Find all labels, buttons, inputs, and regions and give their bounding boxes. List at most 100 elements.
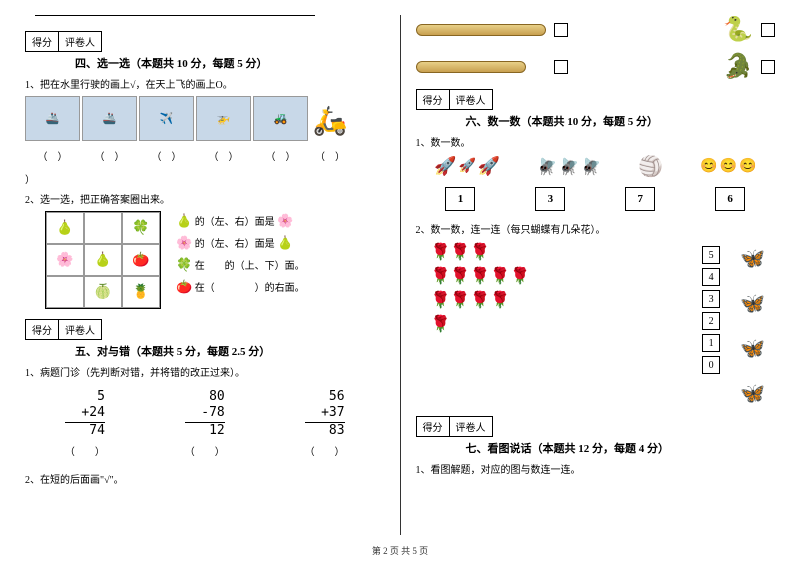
num-box[interactable]: 7 [625, 187, 655, 211]
num-box[interactable]: 6 [715, 187, 745, 211]
grader-label: 评卷人 [59, 31, 102, 52]
heli-image: 🚁 [196, 96, 251, 141]
sec5-q1-text: 1、病题门诊（先判断对错，并将错的改正过来）。 [25, 364, 385, 379]
pear-icon: 🍐 [176, 213, 192, 228]
plane-icon: ✈️ [160, 112, 174, 125]
grid-cell [84, 212, 122, 244]
math-paren[interactable]: （ ） [185, 445, 225, 461]
q2-line1: 🍐 的（左、右）面是 🌸 [176, 211, 305, 233]
scooter-icon: 🛵 [313, 104, 348, 138]
score-box-sec6: 得分 评卷人 [416, 89, 776, 110]
smile-icon: 😊 [739, 158, 756, 175]
rocket-group: 🚀 🚀 🚀 [434, 156, 500, 177]
top-rule-line [35, 15, 315, 16]
rod-row-2: 🐊 [416, 52, 776, 81]
score-label: 得分 [25, 31, 59, 52]
section7-title: 七、看图说话（本题共 12 分，每题 4 分） [466, 440, 776, 456]
ball-group: 🏐 [638, 154, 663, 179]
grid-cell: 🍈 [84, 276, 122, 308]
scooter-image: 🛵 [310, 96, 350, 146]
num-box[interactable]: 1 [445, 187, 475, 211]
paren-cell[interactable]: （ ） [310, 148, 350, 163]
math-problem-1: 5 +24 74 （ ） [65, 389, 105, 461]
flower-icon: 🌸 [277, 213, 293, 228]
left-column: 得分 评卷人 四、选一选（本题共 10 分，每题 5 分） 1、把在水里行驶的画… [25, 15, 385, 535]
butterfly-icon: 🦋 [740, 336, 765, 361]
stack-box[interactable]: 2 [702, 312, 720, 330]
flower-group-4: 🌹🌹🌹🌹 [431, 294, 511, 308]
math-paren[interactable]: （ ） [305, 445, 345, 461]
sec4-q2-lines: 🍐 的（左、右）面是 🌸 🌸 的（左、右）面是 🍐 🍀 在 的（上、下）面。 🍅… [176, 211, 305, 299]
paren-cell[interactable]: （ ） [196, 148, 251, 163]
math-a: 5 [65, 389, 105, 405]
q2-line2: 🌸 的（左、右）面是 🍐 [176, 233, 305, 255]
score-box-sec7: 得分 评卷人 [416, 416, 776, 437]
rose-icon: 🌹 [490, 292, 510, 309]
flower-icon: 🌸 [56, 252, 73, 269]
rose-icon: 🌹 [470, 268, 490, 285]
fly-icon: 🪰 [559, 157, 579, 177]
ship-icon: 🚢 [46, 112, 60, 125]
stack-box[interactable]: 5 [702, 246, 720, 264]
grid-cell: 🍅 [122, 244, 160, 276]
rose-icon: 🌹 [450, 244, 470, 261]
stack-box[interactable]: 3 [702, 290, 720, 308]
num-box[interactable]: 3 [535, 187, 565, 211]
rose-icon: 🌹 [431, 268, 451, 285]
math-b: +37 [305, 405, 345, 423]
stack-box[interactable]: 0 [702, 356, 720, 374]
flower-group-5: 🌹🌹🌹🌹🌹 [431, 270, 531, 284]
math-paren[interactable]: （ ） [65, 445, 105, 461]
ship-image: 🚢 [25, 96, 80, 141]
math-r: 12 [185, 423, 225, 439]
pear-icon: 🍐 [277, 235, 293, 250]
rocket-icon: 🚀 [434, 156, 456, 177]
section5-title: 五、对与错（本题共 5 分，每题 2.5 分） [75, 343, 385, 359]
grader-label: 评卷人 [59, 319, 102, 340]
math-a: 56 [305, 389, 345, 405]
tomato-icon: 🍅 [132, 252, 149, 269]
short-rod [416, 61, 526, 73]
rose-icon: 🌹 [510, 268, 530, 285]
grader-label: 评卷人 [450, 89, 493, 110]
checkbox[interactable] [761, 23, 775, 37]
rose-icon: 🌹 [450, 268, 470, 285]
math-problems-row: 5 +24 74 （ ） 80 -78 12 （ ） 56 +37 83 （ ） [25, 389, 385, 461]
right-column: 🐍 🐊 得分 评卷人 六、数一数（本题共 10 分，每题 5 分） 1、数一数。… [416, 15, 776, 535]
paren-cell[interactable]: （ ） [82, 148, 137, 163]
paren-cell[interactable]: （ ） [25, 148, 80, 163]
paren-cell[interactable]: （ ） [253, 148, 308, 163]
rocket-icon: 🚀 [478, 156, 500, 177]
rose-icon: 🌹 [431, 244, 451, 261]
stack-box[interactable]: 1 [702, 334, 720, 352]
math-b: -78 [185, 405, 225, 423]
score-label: 得分 [416, 416, 450, 437]
count-row: 🚀 🚀 🚀 🪰 🪰 🪰 🏐 😊 😊 😊 [416, 154, 776, 179]
paren-cell[interactable]: （ ） [139, 148, 194, 163]
flower-column: 🌹🌹🌹 🌹🌹🌹🌹🌹 🌹🌹🌹🌹 🌹 [416, 246, 683, 406]
butterfly-icon: 🦋 [740, 246, 765, 271]
q2-line3: 🍀 在 的（上、下）面。 [176, 255, 305, 277]
checkbox[interactable] [761, 60, 775, 74]
stack-box[interactable]: 4 [702, 268, 720, 286]
smile-icon: 😊 [700, 158, 717, 175]
flower-group-3: 🌹🌹🌹 [431, 246, 491, 260]
number-stack: 5 4 3 2 1 0 [702, 246, 720, 406]
snake-icon: 🐍 [723, 15, 753, 44]
rose-icon: 🌹 [431, 316, 451, 333]
checkbox[interactable] [554, 60, 568, 74]
butterfly-icon: 🦋 [740, 291, 765, 316]
fruit-grid: 🍐 🍀 🌸 🍐 🍅 🍈 🍍 [45, 211, 161, 309]
butterfly-matching-area: 🌹🌹🌹 🌹🌹🌹🌹🌹 🌹🌹🌹🌹 🌹 5 4 3 2 1 0 [416, 246, 776, 406]
checkbox[interactable] [554, 23, 568, 37]
flower-icon: 🌸 [176, 235, 192, 250]
roller-icon: 🚜 [274, 112, 288, 125]
score-box-sec4: 得分 评卷人 [25, 31, 385, 52]
sec4-q2-text: 2、选一选，把正确答案圈出来。 [25, 191, 385, 206]
butterfly-column: 🦋 🦋 🦋 🦋 [740, 246, 775, 406]
flower-group-1: 🌹 [431, 318, 451, 332]
rose-icon: 🌹 [470, 292, 490, 309]
tomato-icon: 🍅 [176, 279, 192, 294]
paren-row-vehicles: （ ） （ ） （ ） （ ） （ ） （ ） [25, 148, 385, 163]
leaf-icon: 🍀 [176, 257, 192, 272]
